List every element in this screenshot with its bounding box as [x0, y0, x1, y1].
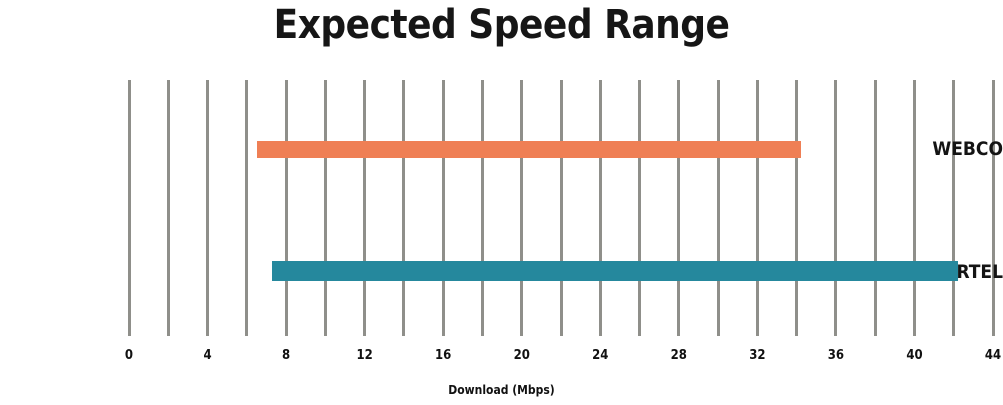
x-tick-label: 20	[513, 348, 530, 363]
range-bar-hypertel[interactable]	[272, 261, 958, 281]
gridline	[166, 80, 170, 336]
x-tick-label: 40	[906, 348, 923, 363]
range-bar-webco[interactable]	[256, 141, 801, 158]
gridline	[716, 80, 720, 336]
gridline	[559, 80, 563, 336]
chart-title: Expected Speed Range	[273, 2, 730, 48]
x-tick-label: 36	[827, 348, 845, 363]
gridline	[206, 80, 210, 336]
gridline	[245, 80, 249, 336]
gridline	[441, 80, 445, 336]
x-tick-label: 32	[749, 348, 766, 363]
gridline	[912, 80, 916, 336]
gridline	[284, 80, 288, 336]
x-tick-label: 4	[203, 348, 212, 363]
gridline	[480, 80, 484, 336]
gridline	[127, 80, 131, 336]
gridline	[677, 80, 681, 336]
x-tick-label: 8	[282, 348, 291, 363]
gridline	[952, 80, 956, 336]
x-tick-label: 12	[356, 348, 373, 363]
x-axis-title: Download (Mbps)	[448, 383, 555, 397]
gridline	[323, 80, 327, 336]
gridline	[638, 80, 642, 336]
x-tick-label: 28	[670, 348, 687, 363]
x-tick-label: 0	[124, 348, 134, 363]
gridline	[598, 80, 602, 336]
gridline	[834, 80, 838, 336]
gridline	[991, 80, 995, 336]
gridline	[755, 80, 759, 336]
gridline	[363, 80, 367, 336]
x-tick-label: 24	[592, 348, 609, 363]
x-tick-label: 16	[435, 348, 452, 363]
gridline	[795, 80, 799, 336]
gridline	[402, 80, 406, 336]
gridline	[873, 80, 877, 336]
x-tick-label: 44	[984, 348, 1002, 363]
category-label-webco: WEBCO	[932, 138, 1003, 160]
gridline	[520, 80, 524, 336]
